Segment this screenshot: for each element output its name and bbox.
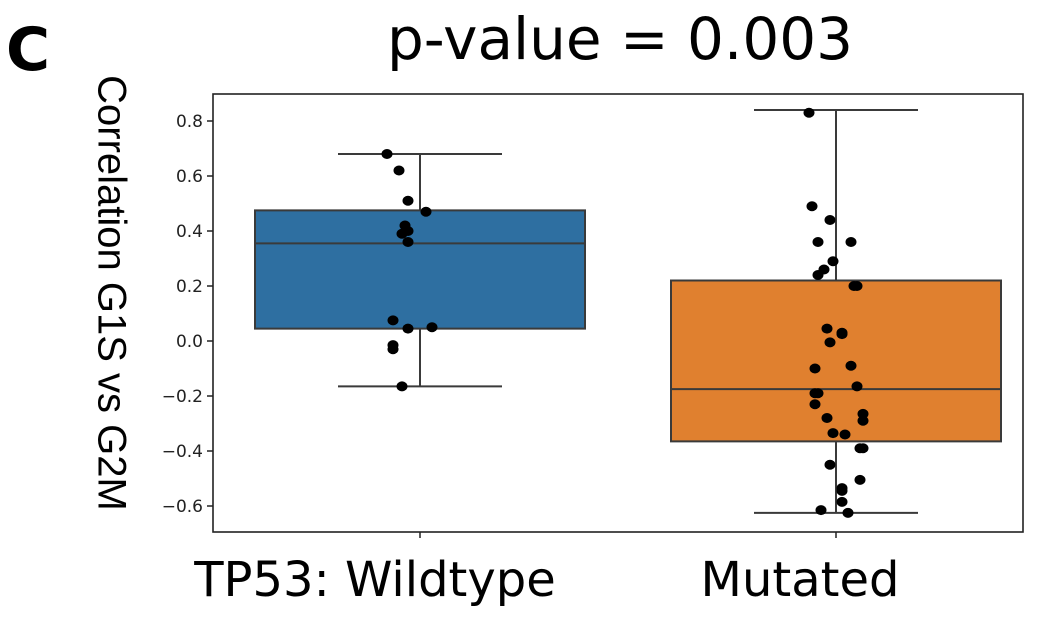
data-point — [815, 505, 827, 516]
data-point — [824, 337, 836, 348]
data-point — [851, 281, 863, 291]
data-point — [402, 323, 414, 334]
data-point — [812, 237, 824, 247]
data-point — [845, 237, 857, 247]
data-point — [845, 360, 857, 371]
data-point — [809, 399, 821, 410]
y-tick-label: −0.2 — [162, 387, 203, 407]
data-point — [803, 107, 815, 118]
points-layer — [381, 107, 869, 518]
data-point — [426, 322, 438, 333]
y-tick-label: 0.4 — [176, 222, 203, 242]
data-point — [827, 256, 839, 267]
y-ticks: −0.6 −0.4 −0.2 0.0 0.2 0.4 0.6 0.8 — [162, 112, 213, 517]
data-point — [812, 388, 824, 399]
data-point — [857, 415, 869, 426]
x-tick-label: Mutated — [701, 552, 900, 608]
data-point — [402, 195, 414, 206]
data-point — [812, 270, 824, 280]
data-point — [402, 237, 414, 247]
data-point — [857, 408, 869, 419]
box-iqr — [254, 209, 586, 330]
y-tick-label: 0.2 — [176, 277, 203, 297]
y-tick-label: 0.0 — [176, 332, 203, 352]
data-point — [396, 228, 408, 239]
data-point — [420, 206, 432, 217]
data-point — [827, 428, 839, 439]
data-point — [854, 474, 866, 485]
x-tick-label: TP53: Wildtype — [193, 552, 556, 608]
data-point — [821, 323, 833, 334]
data-point — [393, 165, 405, 176]
data-point — [839, 429, 851, 440]
chart-title: p-value = 0.003 — [386, 5, 854, 73]
data-point — [396, 381, 408, 392]
data-point — [387, 344, 399, 355]
data-point — [836, 485, 848, 496]
data-point — [842, 507, 854, 518]
data-point — [387, 315, 399, 326]
box-group-1 — [670, 109, 1002, 514]
data-point — [836, 329, 848, 340]
data-point — [824, 459, 836, 470]
points-group-1 — [803, 107, 869, 518]
panel-letter: C — [6, 15, 51, 85]
data-point — [824, 215, 836, 225]
points-group-0 — [381, 149, 438, 392]
x-tick-labels: TP53: Wildtype Mutated — [193, 532, 899, 608]
data-point — [381, 149, 393, 159]
box-iqr — [670, 279, 1002, 443]
data-point — [809, 363, 821, 374]
data-point — [806, 201, 818, 212]
y-tick-label: −0.6 — [162, 497, 203, 517]
data-point — [851, 381, 863, 392]
data-point — [857, 443, 869, 454]
data-point — [836, 496, 848, 507]
y-tick-label: −0.4 — [162, 442, 203, 462]
y-tick-label: 0.6 — [176, 167, 203, 187]
plot-frame — [212, 93, 1024, 533]
y-tick-label: 0.8 — [176, 112, 203, 132]
box-group-0 — [254, 153, 586, 388]
boxes-layer — [254, 109, 1002, 514]
data-point — [821, 413, 833, 423]
